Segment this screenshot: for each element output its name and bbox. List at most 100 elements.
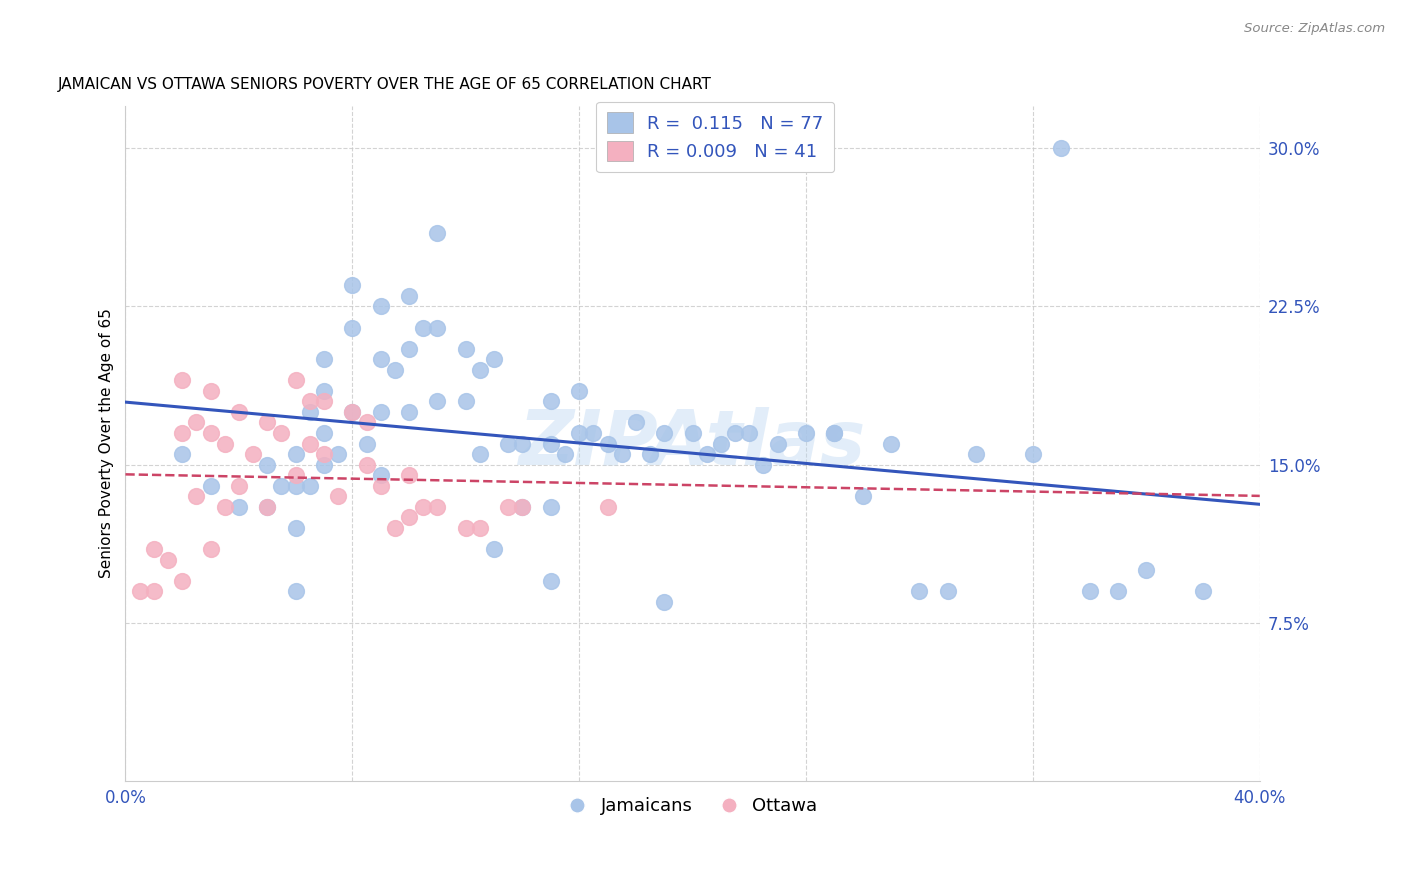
Point bbox=[412, 320, 434, 334]
Point bbox=[284, 479, 307, 493]
Point bbox=[624, 416, 647, 430]
Point bbox=[540, 574, 562, 588]
Point bbox=[284, 521, 307, 535]
Point bbox=[498, 436, 520, 450]
Point bbox=[312, 352, 335, 367]
Point bbox=[852, 489, 875, 503]
Point bbox=[356, 436, 378, 450]
Point bbox=[284, 468, 307, 483]
Point bbox=[468, 447, 491, 461]
Point bbox=[554, 447, 576, 461]
Point bbox=[242, 447, 264, 461]
Point bbox=[186, 416, 208, 430]
Point bbox=[172, 425, 194, 440]
Point bbox=[1078, 584, 1101, 599]
Point bbox=[652, 425, 675, 440]
Point bbox=[370, 300, 392, 314]
Point bbox=[186, 489, 208, 503]
Point bbox=[200, 425, 222, 440]
Point bbox=[610, 447, 633, 461]
Point bbox=[142, 584, 165, 599]
Point bbox=[512, 500, 534, 514]
Point bbox=[498, 500, 520, 514]
Point bbox=[540, 500, 562, 514]
Point bbox=[512, 436, 534, 450]
Point bbox=[540, 394, 562, 409]
Point bbox=[384, 521, 406, 535]
Point bbox=[172, 574, 194, 588]
Point bbox=[298, 479, 321, 493]
Point bbox=[823, 425, 845, 440]
Point bbox=[412, 500, 434, 514]
Point bbox=[298, 405, 321, 419]
Point bbox=[298, 436, 321, 450]
Point bbox=[682, 425, 704, 440]
Point bbox=[298, 394, 321, 409]
Point bbox=[454, 521, 477, 535]
Point bbox=[256, 458, 278, 472]
Point bbox=[880, 436, 903, 450]
Point bbox=[398, 510, 420, 524]
Point bbox=[596, 500, 619, 514]
Point bbox=[270, 479, 292, 493]
Point bbox=[356, 416, 378, 430]
Legend: Jamaicans, Ottawa: Jamaicans, Ottawa bbox=[561, 790, 824, 822]
Point bbox=[342, 278, 364, 293]
Point bbox=[256, 500, 278, 514]
Point bbox=[1107, 584, 1129, 599]
Point bbox=[710, 436, 733, 450]
Point bbox=[468, 521, 491, 535]
Point bbox=[398, 405, 420, 419]
Point bbox=[342, 405, 364, 419]
Point bbox=[426, 500, 449, 514]
Point bbox=[454, 342, 477, 356]
Point bbox=[342, 320, 364, 334]
Point bbox=[228, 500, 250, 514]
Point bbox=[426, 394, 449, 409]
Point bbox=[1050, 141, 1073, 155]
Point bbox=[328, 489, 350, 503]
Point bbox=[312, 425, 335, 440]
Point bbox=[652, 595, 675, 609]
Point bbox=[356, 458, 378, 472]
Point bbox=[284, 584, 307, 599]
Point bbox=[270, 425, 292, 440]
Text: Source: ZipAtlas.com: Source: ZipAtlas.com bbox=[1244, 22, 1385, 36]
Point bbox=[512, 500, 534, 514]
Point bbox=[1022, 447, 1045, 461]
Point bbox=[823, 425, 845, 440]
Point bbox=[312, 384, 335, 398]
Text: ZIPAtlas: ZIPAtlas bbox=[519, 407, 866, 481]
Point bbox=[398, 289, 420, 303]
Point bbox=[342, 405, 364, 419]
Point bbox=[738, 425, 761, 440]
Point bbox=[312, 394, 335, 409]
Point bbox=[200, 541, 222, 556]
Y-axis label: Seniors Poverty Over the Age of 65: Seniors Poverty Over the Age of 65 bbox=[100, 309, 114, 579]
Point bbox=[1135, 563, 1157, 577]
Point bbox=[228, 479, 250, 493]
Point bbox=[696, 447, 718, 461]
Point bbox=[284, 373, 307, 387]
Point bbox=[582, 425, 605, 440]
Point bbox=[384, 363, 406, 377]
Point bbox=[370, 405, 392, 419]
Point bbox=[568, 384, 591, 398]
Point bbox=[214, 500, 236, 514]
Point bbox=[312, 458, 335, 472]
Point bbox=[328, 447, 350, 461]
Point bbox=[794, 425, 817, 440]
Point bbox=[638, 447, 661, 461]
Point bbox=[128, 584, 150, 599]
Point bbox=[766, 436, 789, 450]
Point bbox=[426, 320, 449, 334]
Point bbox=[965, 447, 987, 461]
Point bbox=[468, 363, 491, 377]
Point bbox=[752, 458, 775, 472]
Point bbox=[156, 552, 179, 566]
Point bbox=[172, 373, 194, 387]
Point bbox=[256, 500, 278, 514]
Point bbox=[214, 436, 236, 450]
Point bbox=[482, 541, 505, 556]
Point bbox=[370, 479, 392, 493]
